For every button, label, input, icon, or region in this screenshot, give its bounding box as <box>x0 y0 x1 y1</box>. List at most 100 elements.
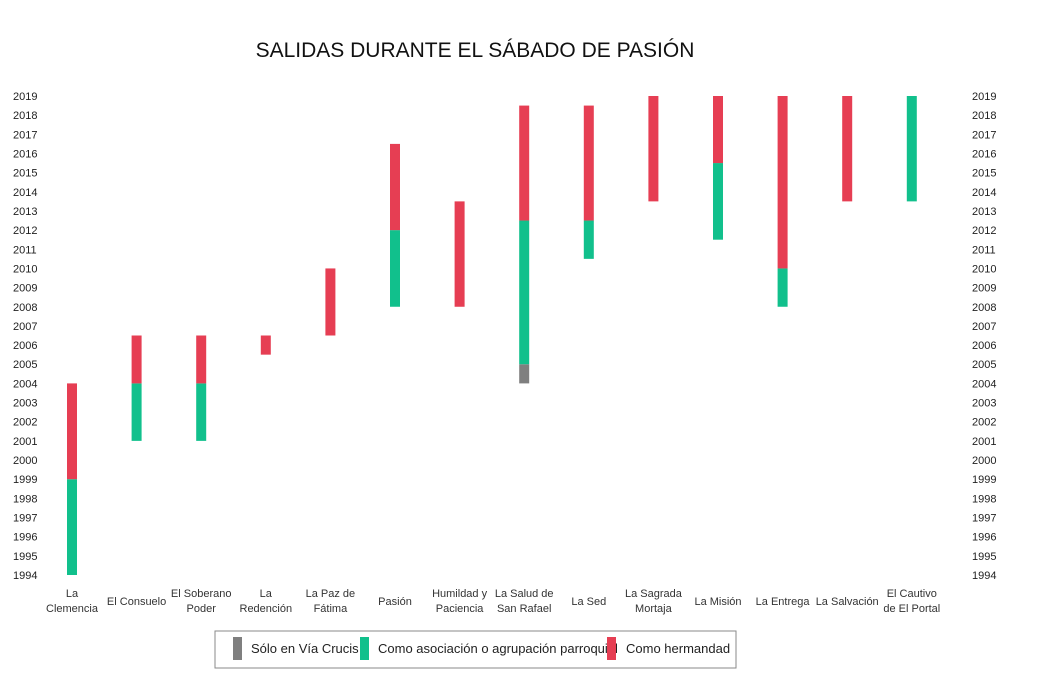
left-tick-label: 1999 <box>13 474 37 486</box>
bar-hermandad <box>519 105 530 221</box>
left-tick-label: 2010 <box>13 263 37 275</box>
left-tick-label: 2019 <box>13 91 37 103</box>
left-tick-label: 2016 <box>13 148 37 160</box>
category-label: Fátima <box>314 603 349 615</box>
bar-asociacion <box>583 220 594 259</box>
right-tick-label: 2012 <box>972 225 996 237</box>
bar-hermandad <box>131 335 142 384</box>
category-label: La Misión <box>694 596 741 608</box>
right-tick-label: 2018 <box>972 110 996 122</box>
category-label: Redención <box>240 603 293 615</box>
right-tick-label: 1994 <box>972 570 996 582</box>
bar-asociacion <box>131 383 142 441</box>
category-label: Clemencia <box>46 603 99 615</box>
category-label: La Salvación <box>816 596 879 608</box>
right-axis: 1994 1995 1996 1997 1998 1999 2000 2001 2002 2003… <box>972 91 996 582</box>
legend-label-hermandad: Como hermandad <box>626 641 730 656</box>
left-axis: 1994 1995 1996 1997 1998 1999 2000 2001 2002 2003… <box>13 91 37 582</box>
right-tick-label: 1997 <box>972 513 996 525</box>
right-tick-label: 2001 <box>972 436 996 448</box>
right-tick-label: 1996 <box>972 532 996 544</box>
right-tick-label: 2011 <box>972 244 996 256</box>
left-tick-label: 1996 <box>13 532 37 544</box>
bar-asociacion <box>519 220 530 365</box>
category-label: La <box>260 588 273 600</box>
left-tick-label: 2001 <box>13 436 37 448</box>
left-tick-label: 2003 <box>13 398 37 410</box>
bar-asociacion <box>196 383 207 441</box>
left-tick-label: 2002 <box>13 417 37 429</box>
left-tick-label: 2004 <box>13 378 37 390</box>
chart-title: SALIDAS DURANTE EL SÁBADO DE PASIÓN <box>256 39 695 62</box>
category-label: La Sed <box>571 596 606 608</box>
left-tick-label: 1998 <box>13 493 37 505</box>
left-tick-label: 2008 <box>13 302 37 314</box>
bar-hermandad <box>713 96 723 164</box>
bar-hermandad <box>260 335 271 355</box>
bar-hermandad <box>325 268 336 336</box>
right-tick-label: 2004 <box>972 378 996 390</box>
left-tick-label: 2000 <box>13 455 37 467</box>
bar-hermandad <box>583 105 594 221</box>
left-tick-label: 1995 <box>13 551 37 563</box>
legend-swatch-via-crucis <box>233 637 242 660</box>
legend-swatch-asociacion <box>360 637 369 660</box>
category-label: Pasión <box>378 596 412 608</box>
legend-label-asociacion: Como asociación o agrupación parroquial <box>378 641 618 656</box>
right-tick-label: 2008 <box>972 302 996 314</box>
bar-asociacion <box>67 479 77 575</box>
category-label: San Rafael <box>497 603 551 615</box>
right-tick-label: 1999 <box>972 474 996 486</box>
category-label: Poder <box>187 603 217 615</box>
right-tick-label: 2015 <box>972 168 996 180</box>
left-tick-label: 2011 <box>13 244 37 256</box>
left-tick-label: 2018 <box>13 110 37 122</box>
category-label: La Paz de <box>306 588 356 600</box>
bar-hermandad <box>648 96 659 202</box>
left-tick-label: 2013 <box>13 206 37 218</box>
category-label: El Consuelo <box>107 596 166 608</box>
bar-asociacion <box>906 96 917 202</box>
left-tick-label: 2014 <box>13 187 37 199</box>
category-label: La Salud de <box>495 588 554 600</box>
right-tick-label: 2014 <box>972 187 996 199</box>
right-tick-label: 2003 <box>972 398 996 410</box>
right-tick-label: 1995 <box>972 551 996 563</box>
right-tick-label: 2006 <box>972 340 996 352</box>
left-tick-label: 1997 <box>13 513 37 525</box>
category-label: El Cautivo <box>887 588 937 600</box>
category-labels: La Clemencia El Consuelo El Soberano Poder La… <box>46 588 940 615</box>
left-tick-label: 2015 <box>13 168 37 180</box>
legend-box <box>214 630 737 669</box>
right-tick-label: 2002 <box>972 417 996 429</box>
bar-hermandad <box>454 201 465 307</box>
right-tick-label: 2010 <box>972 263 996 275</box>
left-tick-label: 2007 <box>13 321 37 333</box>
category-label: de El Portal <box>883 603 940 615</box>
left-tick-label: 2006 <box>13 340 37 352</box>
left-tick-label: 2005 <box>13 359 37 371</box>
category-label: El Soberano <box>171 588 232 600</box>
bar-hermandad <box>196 335 207 384</box>
bar-asociacion <box>390 230 400 307</box>
bar-hermandad <box>390 143 400 231</box>
category-label: La Entrega <box>756 596 811 608</box>
legend-swatch-hermandad <box>607 637 616 660</box>
legend: Sólo en Vía Crucis Como asociación o agr… <box>214 630 737 669</box>
right-tick-label: 2019 <box>972 91 996 103</box>
left-tick-label: 2009 <box>13 283 37 295</box>
category-label: Mortaja <box>635 603 673 615</box>
left-tick-label: 2012 <box>13 225 37 237</box>
right-tick-label: 2007 <box>972 321 996 333</box>
right-tick-label: 2017 <box>972 129 996 141</box>
bar-asociacion <box>777 268 788 307</box>
right-tick-label: 2016 <box>972 148 996 160</box>
left-tick-label: 2017 <box>13 129 37 141</box>
right-tick-label: 2005 <box>972 359 996 371</box>
legend-label-via-crucis: Sólo en Vía Crucis <box>251 641 359 656</box>
bar-asociacion <box>713 163 723 240</box>
category-label: Paciencia <box>436 603 485 615</box>
right-tick-label: 2009 <box>972 283 996 295</box>
category-label: La Sagrada <box>625 588 683 600</box>
